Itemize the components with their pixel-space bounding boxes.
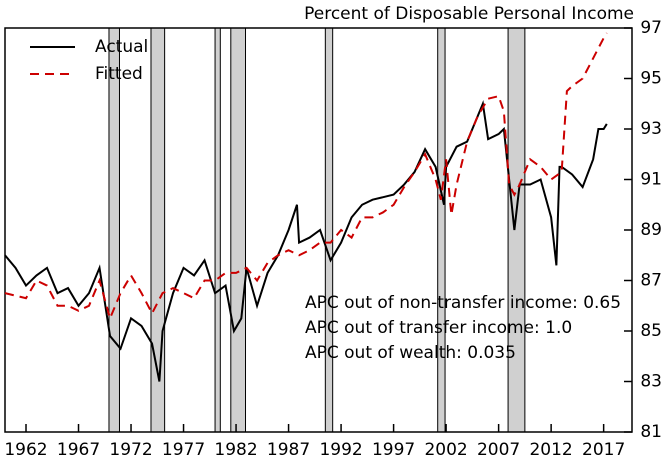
x-tick-label: 2012 bbox=[529, 440, 572, 460]
recession-band bbox=[324, 27, 334, 433]
annotation: APC out of non-transfer income: 0.65 bbox=[305, 293, 621, 313]
y-tick-label: 85 bbox=[640, 321, 662, 341]
x-tick-label: 1982 bbox=[214, 440, 257, 460]
x-tick-label: 1997 bbox=[372, 440, 415, 460]
y-tick-label: 87 bbox=[640, 271, 662, 291]
y-tick-label: 89 bbox=[640, 220, 662, 240]
recession-band bbox=[214, 27, 221, 433]
x-tick-label: 1972 bbox=[109, 440, 152, 460]
series-line bbox=[4, 32, 608, 322]
x-tick-label: 2017 bbox=[582, 440, 625, 460]
y-tick-label: 91 bbox=[640, 170, 662, 190]
legend-label: Fitted bbox=[95, 64, 143, 84]
annotation: APC out of wealth: 0.035 bbox=[305, 343, 516, 363]
legend-label: Actual bbox=[95, 37, 148, 57]
x-tick-label: 1987 bbox=[267, 440, 310, 460]
x-tick-label: 1977 bbox=[162, 440, 205, 460]
recession-band bbox=[437, 27, 446, 433]
x-tick-label: 2007 bbox=[477, 440, 520, 460]
x-tick-label: 1967 bbox=[57, 440, 100, 460]
annotation: APC out of transfer income: 1.0 bbox=[305, 318, 572, 338]
recession-band bbox=[230, 27, 247, 433]
x-tick-label: 2002 bbox=[424, 440, 467, 460]
x-tick-label: 1992 bbox=[319, 440, 362, 460]
y-tick-label: 95 bbox=[640, 69, 662, 89]
series-line bbox=[4, 100, 608, 382]
y-tick-label: 97 bbox=[640, 18, 662, 38]
x-tick-label: 1962 bbox=[4, 440, 47, 460]
y-tick-label: 83 bbox=[640, 372, 662, 392]
y-tick-label: 93 bbox=[640, 119, 662, 139]
recession-band bbox=[108, 27, 120, 433]
recession-band bbox=[507, 27, 526, 433]
y-tick-label: 81 bbox=[640, 422, 662, 442]
chart-subtitle: Percent of Disposable Personal Income bbox=[304, 4, 634, 24]
